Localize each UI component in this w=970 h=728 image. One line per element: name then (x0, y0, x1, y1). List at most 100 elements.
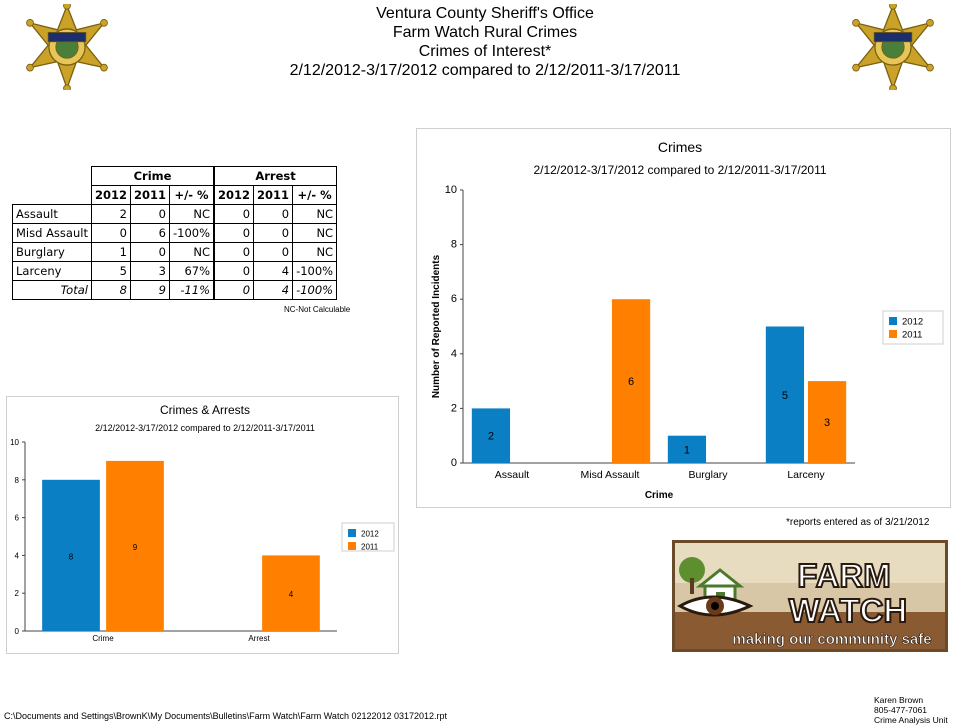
cell-crime-2012: 5 (90, 261, 131, 281)
col-header-arrest-2011: 2011 (253, 185, 294, 205)
file-path: C:\Documents and Settings\BrownK\My Docu… (4, 711, 448, 721)
y-tick-label: 4 (451, 348, 457, 360)
crimes-arrests-chart-panel: Crimes & Arrests 2/12/2012-3/17/2012 comp… (6, 396, 399, 654)
total-label: Total (12, 280, 92, 300)
table-row: Burglary 1 0 NC 0 0 NC (12, 242, 338, 262)
bar-value-label: 3 (824, 417, 830, 429)
bar-2011 (106, 460, 164, 631)
sheriff-badge-icon (26, 4, 108, 90)
bar-value-label: 2 (488, 431, 494, 443)
x-category-label: Burglary (688, 469, 728, 481)
crime-arrest-table: Crime Arrest 2012 2011 +/- % 2012 2011 +… (12, 166, 338, 300)
col-header-arrest-2012: 2012 (213, 185, 255, 205)
sheriff-badge-icon (852, 4, 934, 90)
x-axis-label: Crime (645, 490, 674, 501)
y-tick-label: 4 (15, 551, 20, 560)
cell-arrest-pct: NC (292, 223, 338, 243)
cell-arrest-2012: 0 (213, 204, 255, 224)
row-label: Burglary (12, 242, 92, 262)
bar-2012 (471, 408, 511, 463)
chart-subtitle: 2/12/2012-3/17/2012 compared to 2/12/201… (95, 423, 315, 433)
cell-crime-2012: 2 (90, 204, 131, 224)
row-label: Assault (12, 204, 92, 224)
x-category-label: Assault (495, 469, 530, 481)
group-header-crime: Crime (90, 166, 215, 186)
cell-crime-2012: 1 (90, 242, 131, 262)
col-header-arrest-pct: +/- % (292, 185, 338, 205)
bar-value-label: 6 (628, 376, 634, 388)
chart-title: Crimes & Arrests (160, 403, 250, 417)
bar-2011 (262, 555, 320, 631)
legend-swatch-2011 (889, 330, 897, 338)
col-header-crime-2012: 2012 (90, 185, 131, 205)
logo-watch-text: WATCH (789, 592, 908, 629)
farm-watch-logo: FARM WATCH making our community safe (672, 540, 948, 652)
bar-value-label: 8 (69, 552, 74, 561)
author-name: Karen Brown (874, 695, 924, 705)
total-crime-pct: -11% (169, 280, 215, 300)
total-arrest-2012: 0 (213, 280, 255, 300)
report-title: Ventura County Sheriff's Office (376, 5, 594, 22)
y-tick-label: 10 (10, 438, 19, 447)
legend-label: 2011 (902, 330, 922, 341)
report-date-range: 2/12/2012-3/17/2012 compared to 2/12/201… (289, 62, 681, 79)
crimes-arrests-bar-chart: Crimes & Arrests 2/12/2012-3/17/2012 comp… (10, 403, 395, 643)
bar-2012 (42, 479, 100, 631)
cell-crime-2012: 0 (90, 223, 131, 243)
col-header-crime-pct: +/- % (169, 185, 215, 205)
y-tick-label: 8 (451, 239, 457, 251)
author-unit: Crime Analysis Unit (874, 715, 948, 725)
cell-arrest-2011: 0 (253, 242, 294, 262)
cell-arrest-pct: NC (292, 204, 338, 224)
y-tick-label: 2 (15, 589, 20, 598)
legend-swatch-2011 (348, 542, 356, 550)
legend-label: 2012 (361, 530, 379, 539)
cell-crime-2011: 0 (129, 242, 171, 262)
chart-title: Crimes (658, 139, 702, 155)
bar-value-label: 4 (289, 590, 294, 599)
report-section-title: Crimes of Interest* (418, 43, 552, 60)
row-label: Misd Assault (12, 223, 92, 243)
cell-crime-2011: 3 (129, 261, 171, 281)
cell-crime-pct: -100% (169, 223, 215, 243)
y-tick-label: 0 (451, 457, 457, 469)
y-tick-label: 6 (451, 293, 457, 305)
x-category-label: Misd Assault (581, 469, 640, 481)
cell-crime-pct: 67% (169, 261, 215, 281)
cell-crime-2011: 6 (129, 223, 171, 243)
legend-label: 2011 (361, 543, 379, 552)
report-subtitle: Farm Watch Rural Crimes (392, 24, 578, 41)
cell-arrest-pct: -100% (292, 261, 338, 281)
total-arrest-pct: -100% (292, 280, 338, 300)
crimes-bar-chart: Crimes 2/12/2012-3/17/2012 compared to 2/… (431, 139, 944, 501)
cell-arrest-2012: 0 (213, 242, 255, 262)
bar-2011 (611, 299, 651, 463)
y-axis-label: Number of Reported Incidents (431, 254, 442, 398)
x-category-label: Crime (92, 634, 114, 643)
y-tick-label: 0 (15, 627, 20, 636)
logo-farm-text: FARM (797, 557, 891, 594)
legend-label: 2012 (902, 317, 923, 328)
cell-arrest-2011: 4 (253, 261, 294, 281)
cell-arrest-2012: 0 (213, 261, 255, 281)
table-row: Assault 2 0 NC 0 0 NC (12, 204, 338, 224)
col-header-crime-2011: 2011 (129, 185, 171, 205)
cell-crime-2011: 0 (129, 204, 171, 224)
y-tick-label: 10 (445, 184, 457, 196)
legend-swatch-2012 (348, 529, 356, 537)
cell-arrest-pct: NC (292, 242, 338, 262)
bar-2011 (807, 381, 847, 463)
crimes-chart-panel: Crimes 2/12/2012-3/17/2012 compared to 2/… (416, 128, 951, 508)
author-phone: 805-477-7061 (874, 705, 927, 715)
bar-value-label: 1 (684, 444, 690, 456)
cell-arrest-2011: 0 (253, 223, 294, 243)
bar-value-label: 5 (782, 390, 788, 402)
x-category-label: Arrest (248, 634, 270, 643)
total-crime-2012: 8 (90, 280, 131, 300)
chart-subtitle: 2/12/2012-3/17/2012 compared to 2/12/201… (533, 163, 826, 177)
total-arrest-2011: 4 (253, 280, 294, 300)
report-header: Ventura County Sheriff's Office Farm Wat… (0, 4, 970, 80)
table-row: Larceny 5 3 67% 0 4 -100% (12, 261, 338, 281)
cell-arrest-2011: 0 (253, 204, 294, 224)
y-tick-label: 2 (451, 402, 457, 414)
